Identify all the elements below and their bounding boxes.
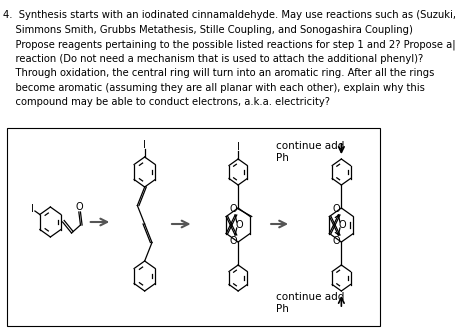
Text: O: O [230, 204, 237, 214]
Text: O: O [333, 236, 340, 246]
Text: Simmons Smith, Grubbs Metathesis, Stille Coupling, and Sonogashira Coupling): Simmons Smith, Grubbs Metathesis, Stille… [3, 25, 413, 35]
Text: Propose reagents pertaining to the possible listed reactions for step 1 and 2? P: Propose reagents pertaining to the possi… [3, 39, 456, 49]
Bar [7, 128, 380, 326]
Text: Through oxidation, the central ring will turn into an aromatic ring. After all t: Through oxidation, the central ring will… [3, 68, 435, 78]
Text: I: I [31, 205, 34, 214]
Text: I: I [143, 140, 146, 150]
Text: reaction (Do not need a mechanism that is used to attach the additional phenyl)?: reaction (Do not need a mechanism that i… [3, 53, 423, 63]
Text: become aromatic (assuming they are all planar with each other), explain why this: become aromatic (assuming they are all p… [3, 82, 425, 93]
Text: O: O [333, 204, 340, 214]
Text: continue add
Ph: continue add Ph [276, 141, 345, 163]
Text: compound may be able to conduct electrons, a.k.a. electricity?: compound may be able to conduct electron… [3, 97, 330, 107]
Text: O: O [338, 220, 346, 230]
Text: continue add
Ph: continue add Ph [276, 292, 345, 314]
Text: I: I [237, 142, 239, 152]
Text: O: O [76, 202, 83, 212]
Text: O: O [230, 236, 237, 246]
Text: O: O [236, 220, 243, 230]
Text: 4.  Synthesis starts with an iodinated cinnamaldehyde. May use reactions such as: 4. Synthesis starts with an iodinated ci… [3, 10, 456, 20]
